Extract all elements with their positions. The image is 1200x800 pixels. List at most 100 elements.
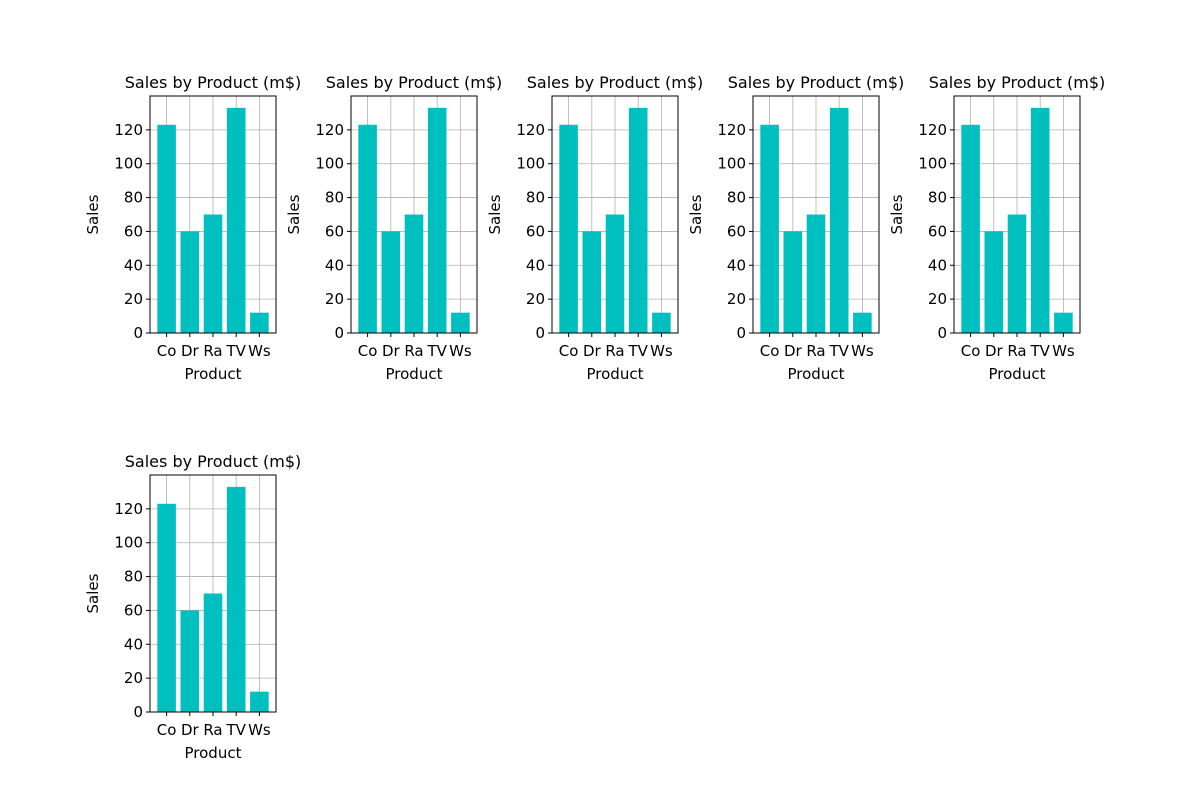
x-tick-label: Co bbox=[559, 342, 579, 360]
bar bbox=[203, 593, 223, 712]
y-tick-label: 60 bbox=[727, 222, 746, 240]
chart-title: Sales by Product (m$) bbox=[125, 452, 301, 471]
chart-title: Sales by Product (m$) bbox=[527, 73, 703, 92]
chart-title: Sales by Product (m$) bbox=[125, 73, 301, 92]
y-tick-label: 120 bbox=[315, 121, 344, 139]
bar bbox=[605, 214, 625, 333]
x-tick-label: TV bbox=[426, 342, 447, 360]
y-tick-label: 40 bbox=[727, 256, 746, 274]
bar bbox=[451, 312, 470, 333]
x-tick-label: TV bbox=[225, 342, 246, 360]
x-axis-label: Product bbox=[587, 365, 644, 383]
y-tick-label: 20 bbox=[526, 290, 545, 308]
y-tick-label: 100 bbox=[516, 155, 545, 173]
subplot: 0 20 40 60 80 100 120 Co Dr Ra TV Ws Sales by Produc… bbox=[687, 73, 904, 383]
y-tick-label: 60 bbox=[325, 222, 344, 240]
y-tick-label: 80 bbox=[727, 189, 746, 207]
y-tick-label: 100 bbox=[114, 534, 143, 552]
x-tick-label: Ws bbox=[449, 342, 472, 360]
x-tick-label: Ra bbox=[404, 342, 423, 360]
y-tick-label: 120 bbox=[114, 500, 143, 518]
y-tick-label: 100 bbox=[918, 155, 947, 173]
x-tick-label: TV bbox=[627, 342, 648, 360]
bar bbox=[961, 124, 980, 334]
x-tick-label: TV bbox=[1029, 342, 1050, 360]
x-axis-label: Product bbox=[788, 365, 845, 383]
bar bbox=[381, 231, 401, 333]
bar bbox=[157, 124, 176, 334]
bar bbox=[806, 214, 826, 333]
x-tick-label: Co bbox=[760, 342, 780, 360]
x-tick-label: Dr bbox=[181, 721, 200, 739]
y-tick-label: 0 bbox=[133, 703, 143, 721]
y-tick-label: 120 bbox=[717, 121, 746, 139]
bar bbox=[250, 691, 269, 712]
chart-title: Sales by Product (m$) bbox=[728, 73, 904, 92]
y-tick-label: 60 bbox=[928, 222, 947, 240]
y-tick-label: 0 bbox=[937, 324, 947, 342]
chart-title: Sales by Product (m$) bbox=[326, 73, 502, 92]
y-tick-label: 120 bbox=[918, 121, 947, 139]
y-tick-label: 80 bbox=[124, 189, 143, 207]
y-tick-label: 20 bbox=[928, 290, 947, 308]
bar bbox=[404, 214, 424, 333]
y-tick-label: 40 bbox=[928, 256, 947, 274]
y-tick-label: 40 bbox=[124, 635, 143, 653]
x-tick-label: Ws bbox=[248, 342, 271, 360]
x-tick-label: Co bbox=[157, 721, 177, 739]
y-axis-label: Sales bbox=[687, 194, 705, 234]
bar bbox=[226, 107, 246, 333]
bar bbox=[180, 231, 200, 333]
x-tick-label: TV bbox=[828, 342, 849, 360]
y-tick-label: 0 bbox=[535, 324, 545, 342]
y-tick-label: 20 bbox=[727, 290, 746, 308]
y-axis-label: Sales bbox=[84, 573, 102, 613]
bar bbox=[180, 610, 200, 712]
bar bbox=[559, 124, 578, 334]
y-tick-label: 100 bbox=[717, 155, 746, 173]
y-axis-label: Sales bbox=[84, 194, 102, 234]
subplot: 0 20 40 60 80 100 120 Co Dr Ra TV Ws Sales by Produc… bbox=[285, 73, 502, 383]
x-tick-label: Dr bbox=[583, 342, 602, 360]
y-tick-label: 0 bbox=[133, 324, 143, 342]
bar bbox=[628, 107, 648, 333]
bar bbox=[984, 231, 1004, 333]
y-tick-label: 120 bbox=[114, 121, 143, 139]
y-axis-label: Sales bbox=[285, 194, 303, 234]
x-tick-label: Ra bbox=[1007, 342, 1026, 360]
bar bbox=[226, 486, 246, 712]
bar bbox=[203, 214, 223, 333]
y-tick-label: 20 bbox=[325, 290, 344, 308]
x-tick-label: Dr bbox=[181, 342, 200, 360]
x-tick-label: Ra bbox=[605, 342, 624, 360]
x-tick-label: Co bbox=[157, 342, 177, 360]
y-tick-label: 80 bbox=[325, 189, 344, 207]
bar bbox=[582, 231, 602, 333]
y-tick-label: 100 bbox=[315, 155, 344, 173]
bar bbox=[829, 107, 849, 333]
x-tick-label: Ws bbox=[1052, 342, 1075, 360]
x-axis-label: Product bbox=[989, 365, 1046, 383]
y-axis-label: Sales bbox=[888, 194, 906, 234]
subplot: 0 20 40 60 80 100 120 Co Dr Ra TV Ws Sales by Produc… bbox=[84, 452, 301, 762]
bar bbox=[427, 107, 447, 333]
bar bbox=[853, 312, 872, 333]
y-tick-label: 100 bbox=[114, 155, 143, 173]
x-tick-label: Ra bbox=[203, 721, 222, 739]
y-tick-label: 0 bbox=[736, 324, 746, 342]
y-tick-label: 20 bbox=[124, 290, 143, 308]
x-tick-label: Co bbox=[358, 342, 378, 360]
bar bbox=[783, 231, 803, 333]
x-axis-label: Product bbox=[386, 365, 443, 383]
y-tick-label: 60 bbox=[124, 222, 143, 240]
y-tick-label: 120 bbox=[516, 121, 545, 139]
x-tick-label: Dr bbox=[382, 342, 401, 360]
subplot: 0 20 40 60 80 100 120 Co Dr Ra TV Ws Sales by Produc… bbox=[486, 73, 703, 383]
subplot: 0 20 40 60 80 100 120 Co Dr Ra TV Ws Sales by Produc… bbox=[84, 73, 301, 383]
bar bbox=[1007, 214, 1027, 333]
y-tick-label: 40 bbox=[124, 256, 143, 274]
y-axis-label: Sales bbox=[486, 194, 504, 234]
y-tick-label: 80 bbox=[124, 568, 143, 586]
bar bbox=[760, 124, 779, 334]
x-axis-label: Product bbox=[185, 365, 242, 383]
